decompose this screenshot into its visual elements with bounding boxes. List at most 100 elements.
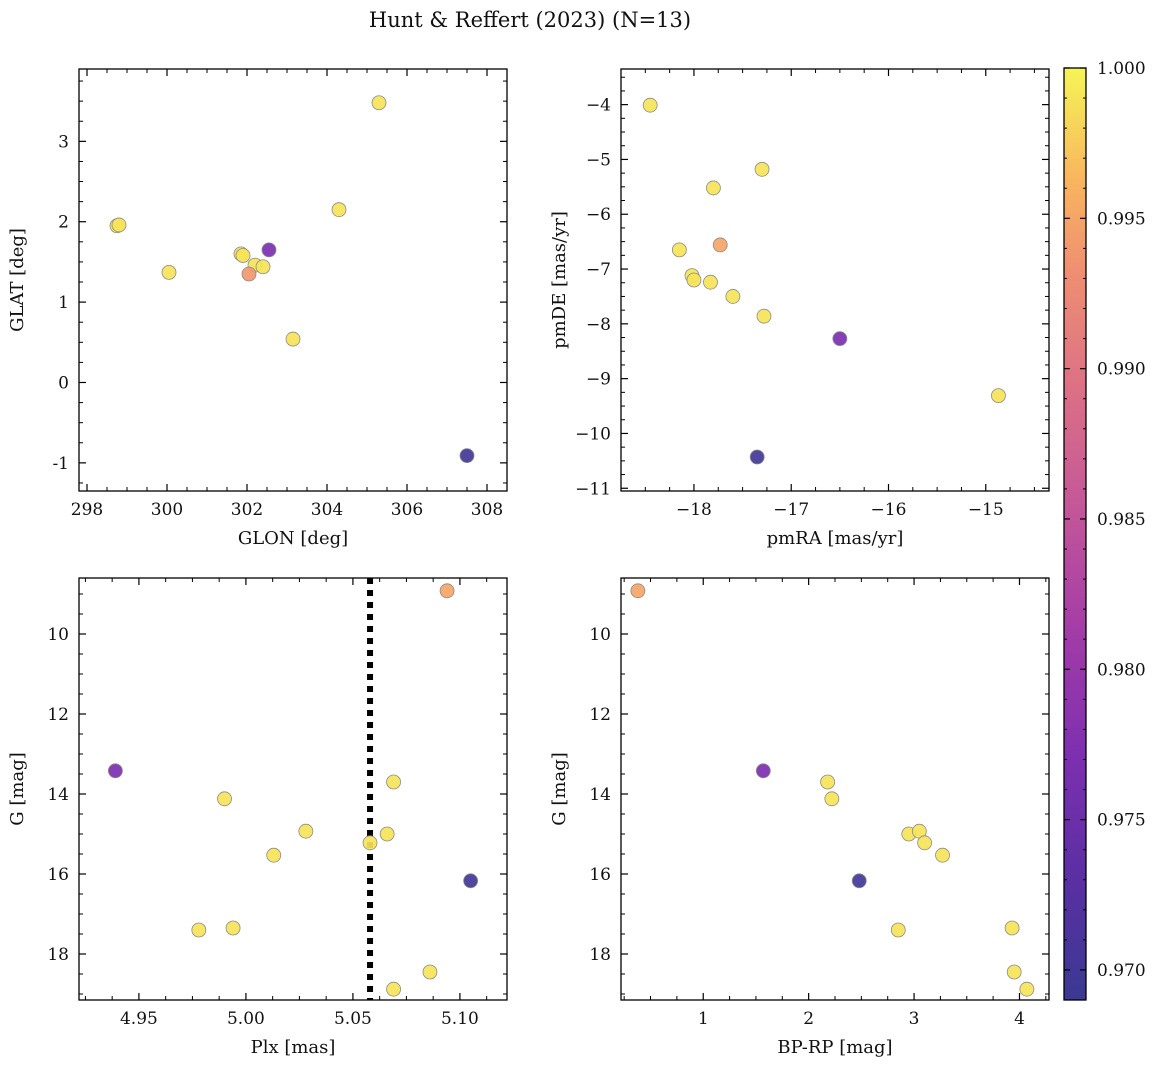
y-tick-label: −9 (586, 370, 611, 390)
data-point (463, 873, 479, 889)
data-point (261, 242, 277, 258)
data-point (161, 264, 177, 280)
data-point (107, 763, 123, 779)
data-point (991, 388, 1006, 404)
y-axis-label: pmDE [mas/yr] (549, 211, 570, 349)
colorbar-tick-label: 0.985 (1097, 510, 1146, 530)
data-point (191, 922, 207, 938)
data-point (386, 981, 401, 997)
data-point (725, 289, 741, 304)
colorbar-gradient (1063, 67, 1087, 1001)
x-tick-label: 302 (231, 500, 263, 520)
x-tick-label: 308 (471, 500, 503, 520)
axis-ticks: −18 −17 −16 −15 −11 −10 −9 −8 −7 −6 −5 −4 (575, 69, 1049, 520)
scatter-points (109, 95, 475, 464)
y-tick-label: 12 (589, 705, 611, 725)
x-tick-label: 1 (698, 1009, 709, 1029)
y-tick-label: 1 (58, 293, 69, 313)
data-point (935, 847, 950, 863)
x-tick-label: 300 (151, 500, 183, 520)
x-axis-label: Plx [mas] (251, 1037, 336, 1058)
x-tick-label: 4 (1014, 1009, 1025, 1029)
data-point (706, 180, 721, 196)
data-point (422, 964, 438, 980)
y-tick-label: −7 (586, 260, 611, 280)
x-tick-label: 5.05 (334, 1009, 372, 1029)
x-tick-label: 306 (391, 500, 423, 520)
data-point (459, 448, 475, 464)
data-point (851, 873, 867, 889)
data-point (217, 791, 232, 807)
data-point (241, 266, 257, 282)
y-tick-label: 3 (58, 132, 69, 152)
y-tick-label: 16 (47, 865, 69, 885)
data-point (266, 847, 282, 863)
data-point (331, 202, 347, 218)
data-point (439, 583, 455, 599)
x-tick-label: 304 (311, 500, 343, 520)
axis-ticks: 298 300 302 304 306 308 -1 0 1 2 3 (52, 69, 508, 520)
axes-frame (78, 68, 508, 492)
colorbar-tick-label: 0.970 (1097, 961, 1146, 981)
x-tick-label: 4.95 (120, 1009, 158, 1029)
data-point (917, 835, 933, 851)
data-point (298, 823, 314, 839)
data-point (820, 774, 836, 790)
data-point (686, 272, 702, 288)
y-axis-label: G [mag] (7, 752, 28, 825)
scatter-points (630, 583, 1035, 997)
data-point (1006, 964, 1022, 980)
x-axis-label: pmRA [mas/yr] (767, 528, 904, 549)
y-axis-label: GLAT [deg] (7, 228, 28, 332)
y-tick-label: 0 (58, 373, 69, 393)
colorbar-tick-label: 0.995 (1097, 209, 1146, 229)
data-point (756, 308, 772, 324)
x-tick-label: 5.00 (227, 1009, 265, 1029)
y-tick-label: 14 (47, 785, 69, 805)
data-point (225, 920, 241, 936)
y-tick-label: 16 (589, 865, 611, 885)
y-tick-label: 10 (589, 625, 611, 645)
panel-2: −18 −17 −16 −15 −11 −10 −9 −8 −7 −6 −5 −4 pmRA [mas/… (549, 68, 1050, 549)
y-tick-label: −5 (586, 150, 611, 170)
scatter-points (642, 97, 1006, 465)
colorbar-tick-label: 0.980 (1097, 660, 1146, 680)
x-tick-label: 3 (909, 1009, 920, 1029)
data-point (712, 237, 728, 253)
y-tick-label: 10 (47, 625, 69, 645)
data-point (890, 922, 906, 938)
x-tick-label: −17 (773, 500, 809, 520)
data-point (754, 161, 770, 177)
data-point (1004, 920, 1020, 936)
y-axis-label: G [mag] (549, 752, 570, 825)
axes-frame (620, 68, 1050, 492)
data-point (671, 242, 687, 258)
data-point (235, 248, 251, 263)
axis-ticks: 4.95 5.00 5.05 5.10 10 12 14 16 18 (47, 578, 507, 1029)
x-tick-label: 2 (803, 1009, 814, 1029)
data-point (755, 763, 771, 779)
y-tick-label: 18 (47, 945, 69, 965)
colorbar-tick-label: 1.000 (1097, 59, 1146, 79)
data-point (832, 331, 848, 347)
y-tick-label: 12 (47, 705, 69, 725)
x-axis-label: GLON [deg] (238, 528, 348, 549)
y-tick-label: −11 (575, 479, 611, 499)
x-tick-label: 5.10 (441, 1009, 479, 1029)
axes-frame (620, 577, 1050, 1001)
data-point (642, 97, 658, 113)
data-point (362, 835, 378, 851)
data-point (111, 217, 127, 233)
y-tick-label: 2 (58, 213, 69, 233)
colorbar-tick-label: 0.975 (1097, 811, 1146, 831)
data-point (371, 95, 387, 111)
data-point (703, 274, 718, 290)
x-tick-label: −15 (968, 500, 1004, 520)
x-tick-label: −18 (676, 500, 712, 520)
data-point (824, 791, 840, 807)
x-tick-label: 298 (71, 500, 103, 520)
y-tick-label: 18 (589, 945, 611, 965)
y-tick-label: −6 (586, 205, 611, 225)
